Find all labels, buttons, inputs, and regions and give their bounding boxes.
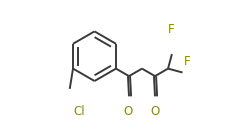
Text: F: F: [168, 23, 174, 36]
Text: O: O: [150, 105, 159, 118]
Text: Cl: Cl: [73, 105, 85, 118]
Text: F: F: [183, 55, 190, 68]
Text: O: O: [122, 105, 132, 118]
